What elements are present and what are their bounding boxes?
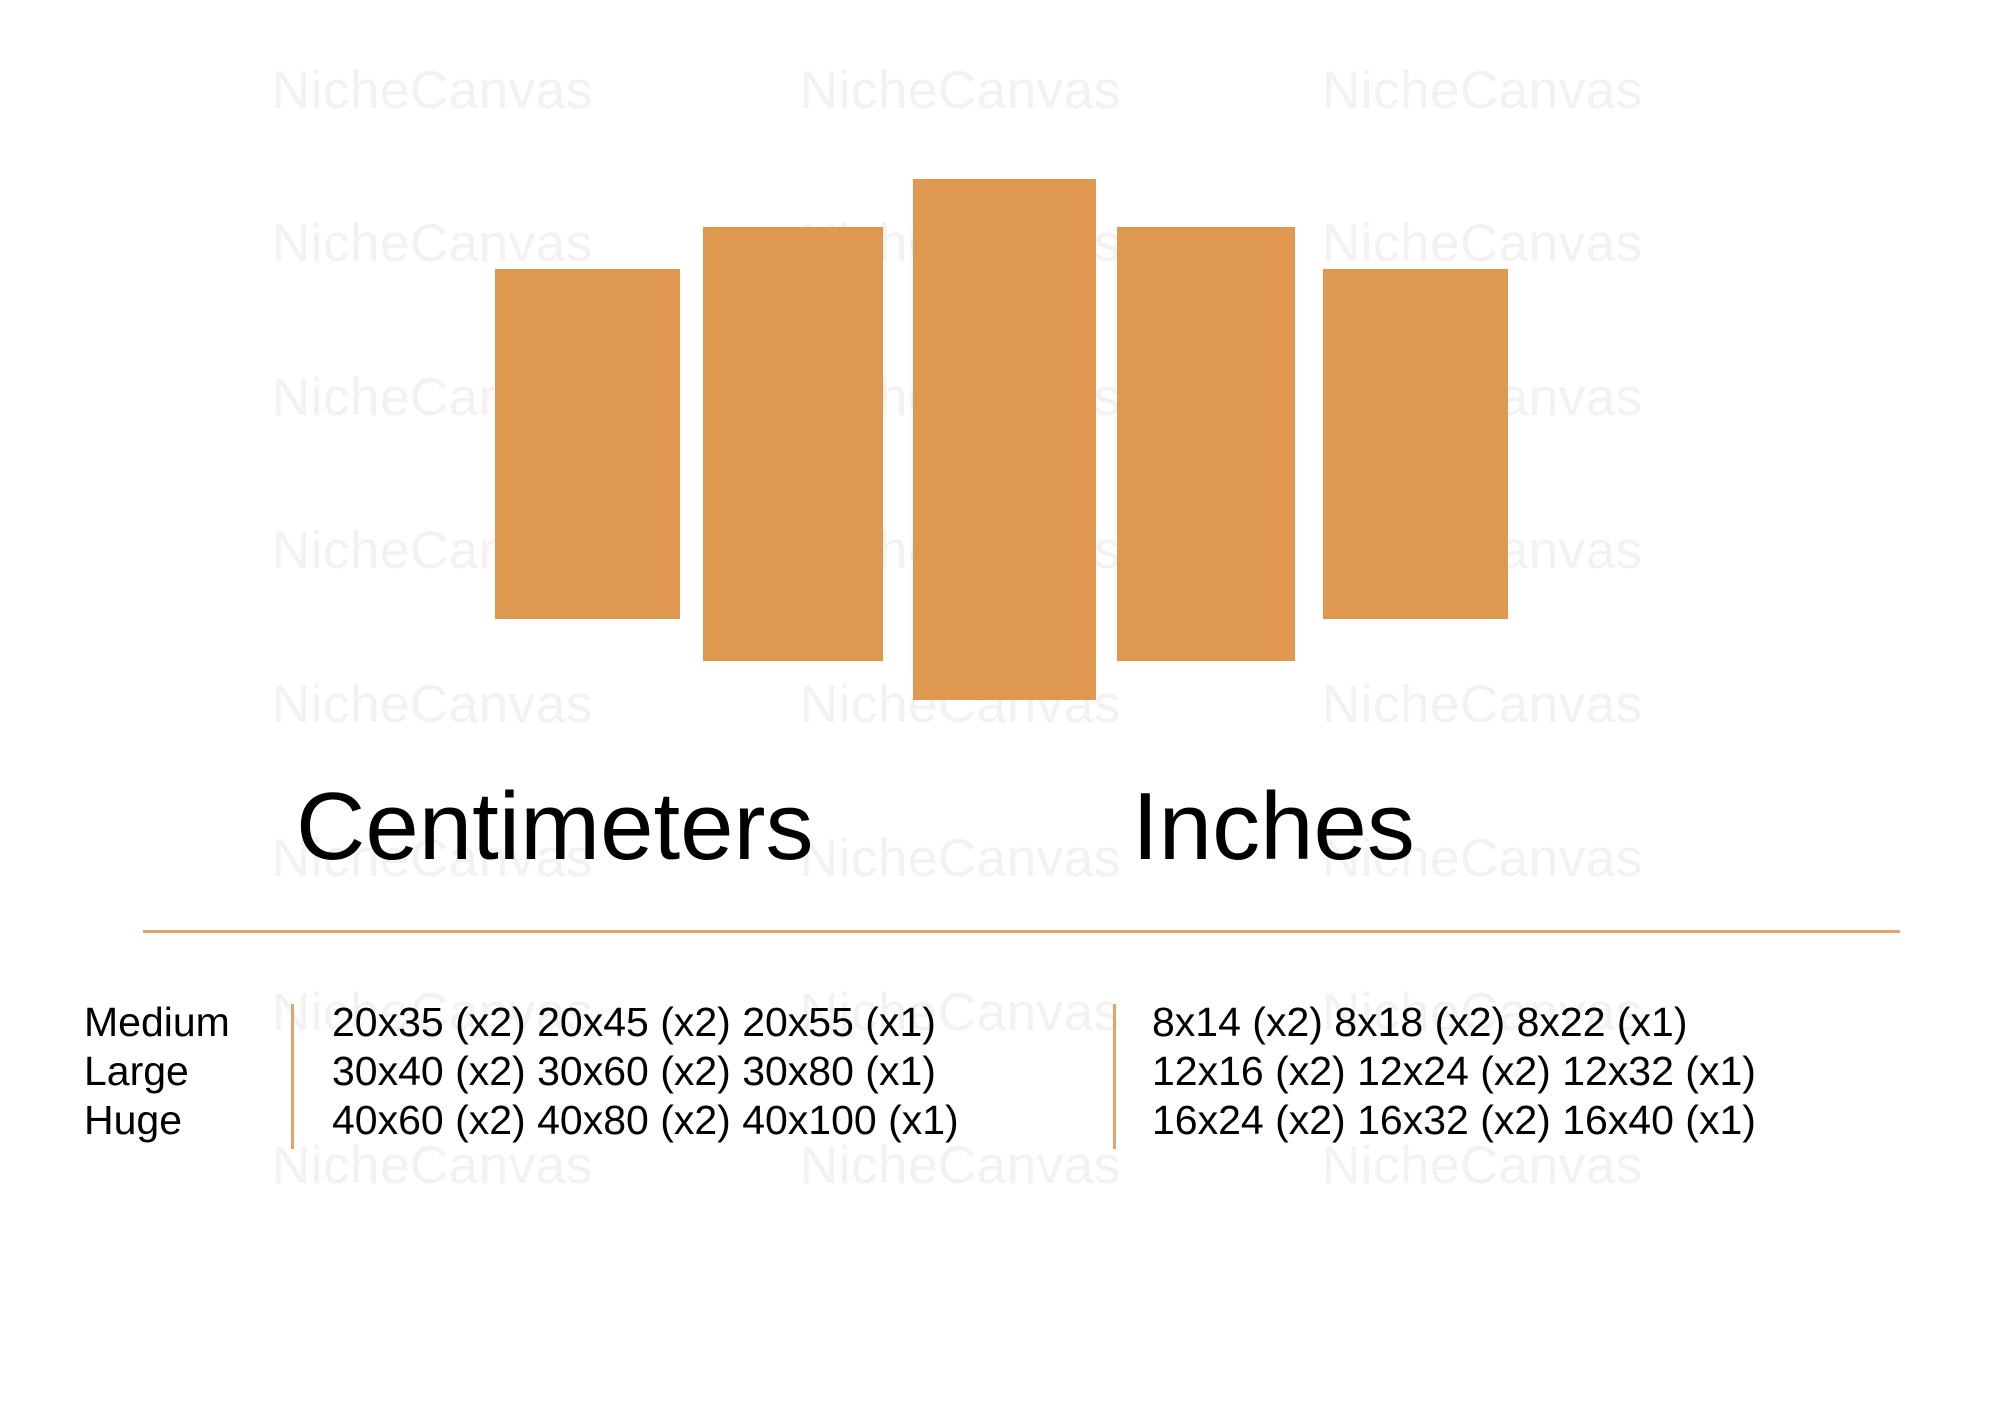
- size-table: Medium 20x35 (x2) 20x45 (x2) 20x55 (x1) …: [0, 998, 2003, 1145]
- size-label: Huge: [84, 1097, 183, 1143]
- size-values-cm: 30x40 (x2) 30x60 (x2) 30x80 (x1): [332, 1048, 936, 1094]
- horizontal-divider: [143, 930, 1900, 933]
- canvas-panel: [703, 227, 883, 661]
- vertical-separator-right: [1113, 1004, 1116, 1149]
- unit-headings: Centimeters Inches: [0, 772, 2003, 892]
- size-values-in: 12x16 (x2) 12x24 (x2) 12x32 (x1): [1152, 1048, 1756, 1094]
- canvas-panel: [1323, 269, 1508, 619]
- canvas-panel: [495, 269, 680, 619]
- size-values-in: 8x14 (x2) 8x18 (x2) 8x22 (x1): [1152, 999, 1688, 1045]
- canvas-panel: [1117, 227, 1295, 661]
- size-values-cm: 20x35 (x2) 20x45 (x2) 20x55 (x1): [332, 999, 936, 1045]
- size-values-cm: 40x60 (x2) 40x80 (x2) 40x100 (x1): [332, 1097, 959, 1143]
- heading-centimeters: Centimeters: [296, 773, 814, 880]
- size-values-in: 16x24 (x2) 16x32 (x2) 16x40 (x1): [1152, 1097, 1756, 1143]
- table-row: Large 30x40 (x2) 30x60 (x2) 30x80 (x1) 1…: [0, 1047, 2003, 1096]
- heading-inches: Inches: [1132, 773, 1415, 880]
- table-row: Huge 40x60 (x2) 40x80 (x2) 40x100 (x1) 1…: [0, 1096, 2003, 1145]
- vertical-separator-left: [291, 1004, 294, 1149]
- table-row: Medium 20x35 (x2) 20x45 (x2) 20x55 (x1) …: [0, 998, 2003, 1047]
- size-label: Large: [84, 1048, 189, 1094]
- size-label: Medium: [84, 999, 230, 1045]
- canvas-panel: [913, 179, 1096, 700]
